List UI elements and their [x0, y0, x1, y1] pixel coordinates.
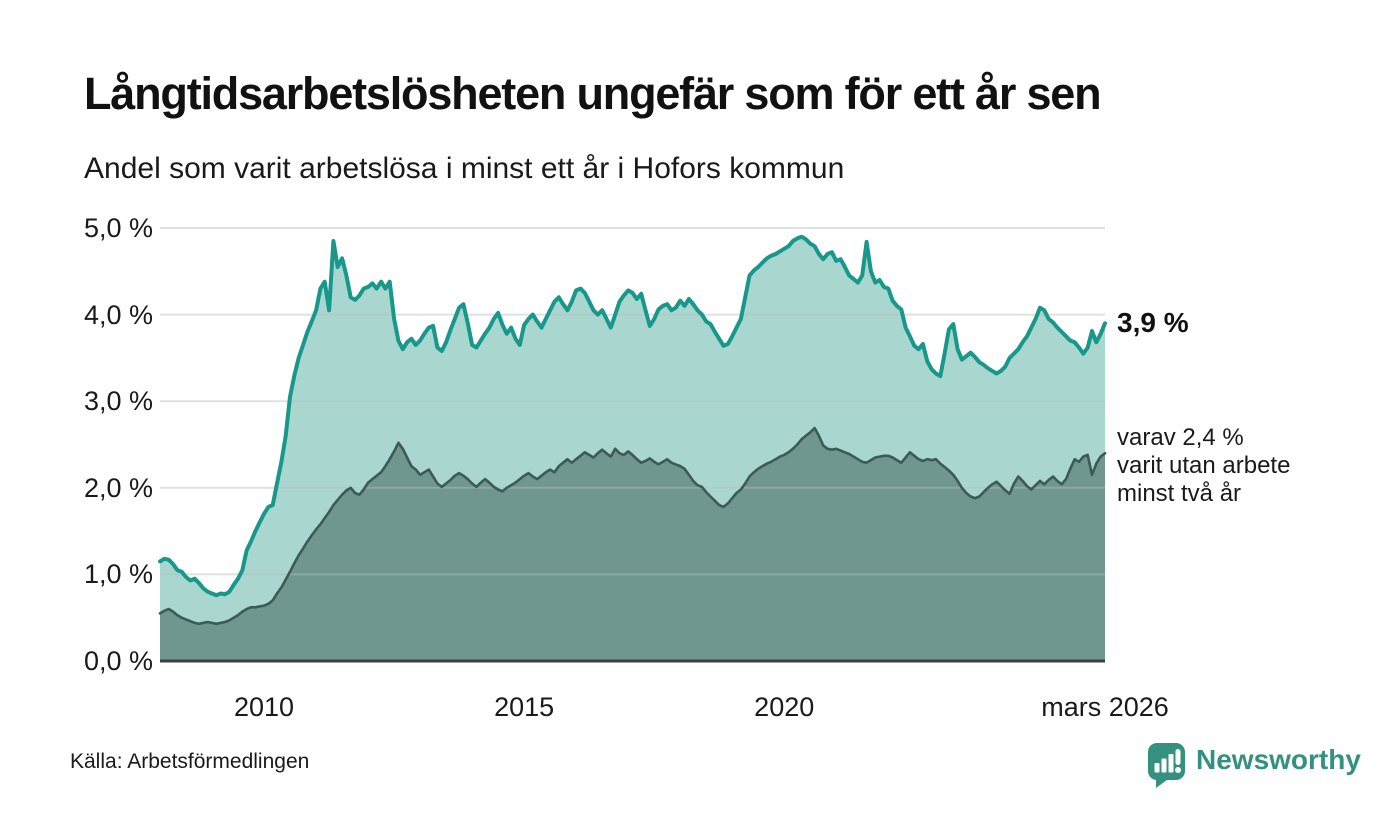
y-axis-label-2: 2,0 % [83, 472, 153, 503]
secondary-annotation-line1: varav 2,4 % [1117, 424, 1244, 451]
x-axis-label-2010: 2010 [233, 692, 295, 722]
y-axis-label-1: 1,0 % [83, 559, 153, 590]
source-note: Källa: Arbetsförmedlingen [70, 750, 310, 773]
latest-value-label: 3,9 % [1117, 307, 1189, 338]
y-axis-label-4: 4,0 % [83, 299, 153, 330]
page-subtitle: Andel som varit arbetslösa i minst ett å… [84, 152, 845, 185]
y-axis-label-0: 0,0 % [83, 646, 153, 676]
series-2-line [158, 426, 1107, 626]
y-axis-label-3: 3,0 % [83, 386, 153, 417]
series-2-area [160, 428, 1105, 661]
brand-logo: Newsworthy [1146, 740, 1361, 788]
page-title: Långtidsarbetslösheten ungefär som för e… [84, 68, 1102, 119]
x-axis-label-2015: 2015 [494, 692, 555, 722]
x-axis-label-2020: 2020 [754, 692, 815, 722]
newsworthy-icon [1148, 743, 1185, 788]
series-1-line [158, 234, 1107, 598]
secondary-annotation-line3: minst två år [1117, 480, 1242, 507]
y-axis-label-5: 5,0 % [83, 213, 153, 243]
x-axis-label-mars-2026: mars 2026 [1041, 692, 1169, 722]
secondary-series-annotation: varav 2,4 % varit utan arbete minst två … [1117, 424, 1290, 508]
brand-name: Newsworthy [1196, 744, 1361, 775]
secondary-annotation-line2: varit utan arbete [1117, 452, 1291, 479]
